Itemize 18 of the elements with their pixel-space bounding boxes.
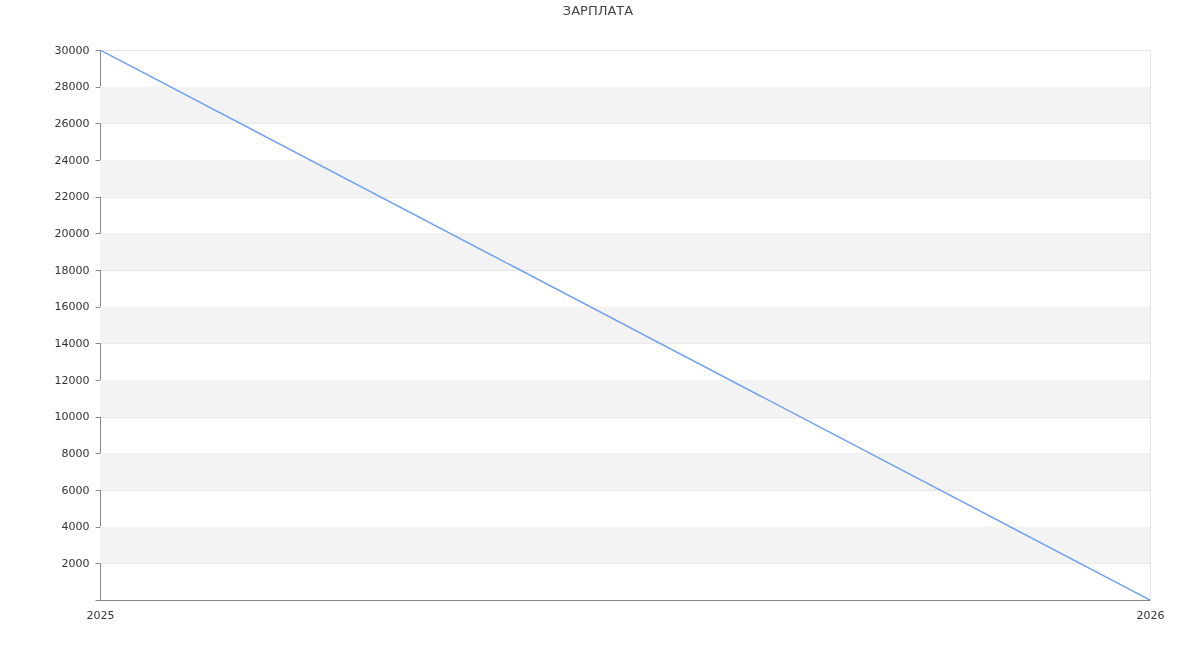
- y-tick-label: 16000: [54, 300, 90, 314]
- y-tick-label: 10000: [54, 410, 90, 424]
- y-tick-label: 26000: [54, 116, 90, 130]
- y-tick-label: 28000: [54, 80, 90, 94]
- chart-title: ЗАРПЛАТА: [562, 3, 634, 18]
- y-tick-label: 12000: [54, 373, 90, 387]
- y-tick-label: 6000: [61, 483, 90, 497]
- y-tick-label: 30000: [54, 43, 90, 57]
- y-tick-label: 22000: [54, 190, 90, 204]
- y-tick-label: 24000: [54, 153, 90, 167]
- y-tick-label: 4000: [61, 520, 90, 534]
- x-tick-label: 2026: [1136, 608, 1165, 622]
- y-tick-label: 20000: [54, 226, 90, 240]
- x-tick-label: 2025: [86, 608, 115, 622]
- y-tick-label: 18000: [54, 263, 90, 277]
- y-tick-label: 14000: [54, 336, 90, 350]
- y-tick-label: 2000: [61, 556, 90, 570]
- y-tick-label: 8000: [61, 446, 90, 460]
